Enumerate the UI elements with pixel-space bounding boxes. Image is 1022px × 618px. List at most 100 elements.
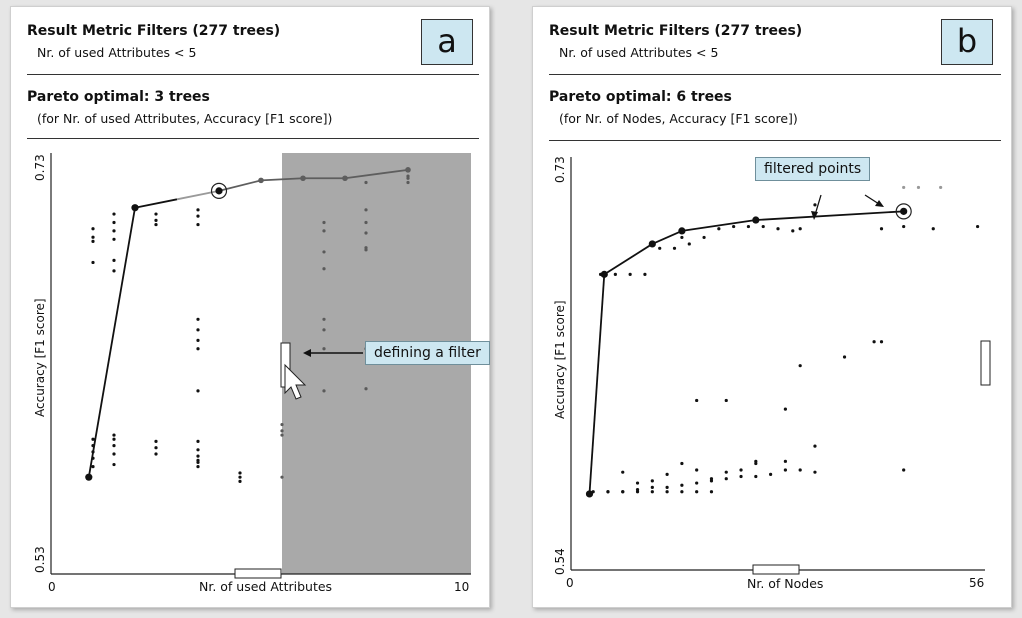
data-point xyxy=(364,246,368,250)
data-point xyxy=(364,180,368,185)
pareto-point xyxy=(678,227,686,235)
filtered-pareto-point xyxy=(342,175,348,182)
data-point xyxy=(902,185,906,190)
data-point xyxy=(724,477,728,481)
scatter-plot[interactable] xyxy=(533,7,1011,607)
pareto-title: Pareto optimal: 6 trees xyxy=(549,89,732,105)
data-point xyxy=(842,355,847,359)
data-point xyxy=(902,468,906,472)
pareto-line-segment xyxy=(260,177,304,182)
data-point xyxy=(91,260,95,265)
data-point xyxy=(238,471,242,475)
data-point xyxy=(680,235,684,240)
data-point xyxy=(322,347,326,351)
data-point xyxy=(154,222,158,227)
data-point xyxy=(196,448,200,452)
data-point xyxy=(196,389,200,393)
data-point xyxy=(695,490,699,494)
data-point xyxy=(746,224,751,229)
data-point xyxy=(91,465,95,469)
data-point xyxy=(687,242,691,246)
data-point xyxy=(322,220,326,225)
data-point xyxy=(196,347,200,351)
data-point xyxy=(783,459,787,463)
data-point xyxy=(196,222,200,227)
data-point xyxy=(364,208,368,212)
filtered-pareto-point xyxy=(258,177,264,184)
data-point xyxy=(776,227,780,231)
data-point xyxy=(112,452,116,456)
data-point xyxy=(769,472,773,476)
data-point xyxy=(680,490,684,494)
data-point xyxy=(238,475,242,479)
y-tick-max: 0.73 xyxy=(553,156,567,183)
data-point xyxy=(709,490,714,494)
pareto-point xyxy=(85,473,93,481)
data-point xyxy=(665,472,669,476)
data-point xyxy=(783,468,787,472)
highlight-ring xyxy=(210,182,228,199)
filters-header: Result Metric Filters (277 trees) xyxy=(27,23,281,39)
data-point xyxy=(154,439,158,443)
data-point xyxy=(196,338,200,342)
pareto-line-segment xyxy=(651,230,683,245)
filter-text: Nr. of used Attributes < 5 xyxy=(559,45,719,60)
pareto-line-segment xyxy=(344,168,409,180)
data-point xyxy=(732,224,736,229)
x-axis-label: Nr. of Nodes xyxy=(747,576,824,591)
data-point xyxy=(724,398,728,403)
arrow-head-icon xyxy=(875,200,884,207)
data-point xyxy=(976,224,980,229)
data-point xyxy=(280,429,284,433)
data-point xyxy=(322,250,326,254)
y-tick-max: 0.73 xyxy=(33,154,47,181)
data-point xyxy=(902,224,906,229)
pareto-point xyxy=(131,204,139,212)
panel-letter: b xyxy=(941,19,993,65)
data-point xyxy=(154,218,158,222)
data-point xyxy=(322,267,326,271)
data-point xyxy=(672,246,677,250)
data-point xyxy=(322,317,326,321)
data-point xyxy=(322,389,326,393)
data-point xyxy=(112,220,116,225)
scatter-plot[interactable] xyxy=(11,7,489,607)
data-point xyxy=(112,229,116,233)
data-point xyxy=(364,231,368,235)
filtered-pareto-point xyxy=(405,167,411,173)
data-point xyxy=(650,485,654,489)
data-point xyxy=(872,340,876,344)
data-point xyxy=(621,470,625,474)
pareto-line-segment xyxy=(603,243,653,276)
filter-text: Nr. of used Attributes < 5 xyxy=(37,45,197,60)
data-point xyxy=(280,475,284,479)
pareto-title: Pareto optimal: 3 trees xyxy=(27,89,210,105)
pareto-point xyxy=(900,207,908,215)
data-point xyxy=(621,490,625,494)
divider xyxy=(549,74,1001,75)
data-point xyxy=(798,227,802,231)
data-point xyxy=(635,481,640,485)
x-range-handle xyxy=(752,564,800,575)
x-tick-max: 56 xyxy=(969,576,985,590)
data-point xyxy=(364,220,368,225)
data-point xyxy=(628,272,632,276)
data-point xyxy=(695,398,699,403)
divider xyxy=(27,138,479,139)
data-point xyxy=(154,446,158,450)
callout-filtered-points: filtered points xyxy=(755,157,871,181)
data-point xyxy=(364,387,368,391)
data-point xyxy=(665,490,669,494)
divider xyxy=(27,74,479,75)
data-point xyxy=(695,468,699,472)
data-point xyxy=(112,433,116,437)
callout-defining-filter: defining a filter xyxy=(365,341,490,365)
x-axis-label: Nr. of used Attributes xyxy=(199,579,333,594)
data-point xyxy=(761,224,765,229)
data-point xyxy=(91,239,95,244)
panel-letter: a xyxy=(421,19,473,65)
data-point xyxy=(650,479,654,483)
arrow-head-icon xyxy=(811,211,818,220)
data-point xyxy=(754,459,758,463)
data-point xyxy=(931,227,935,231)
